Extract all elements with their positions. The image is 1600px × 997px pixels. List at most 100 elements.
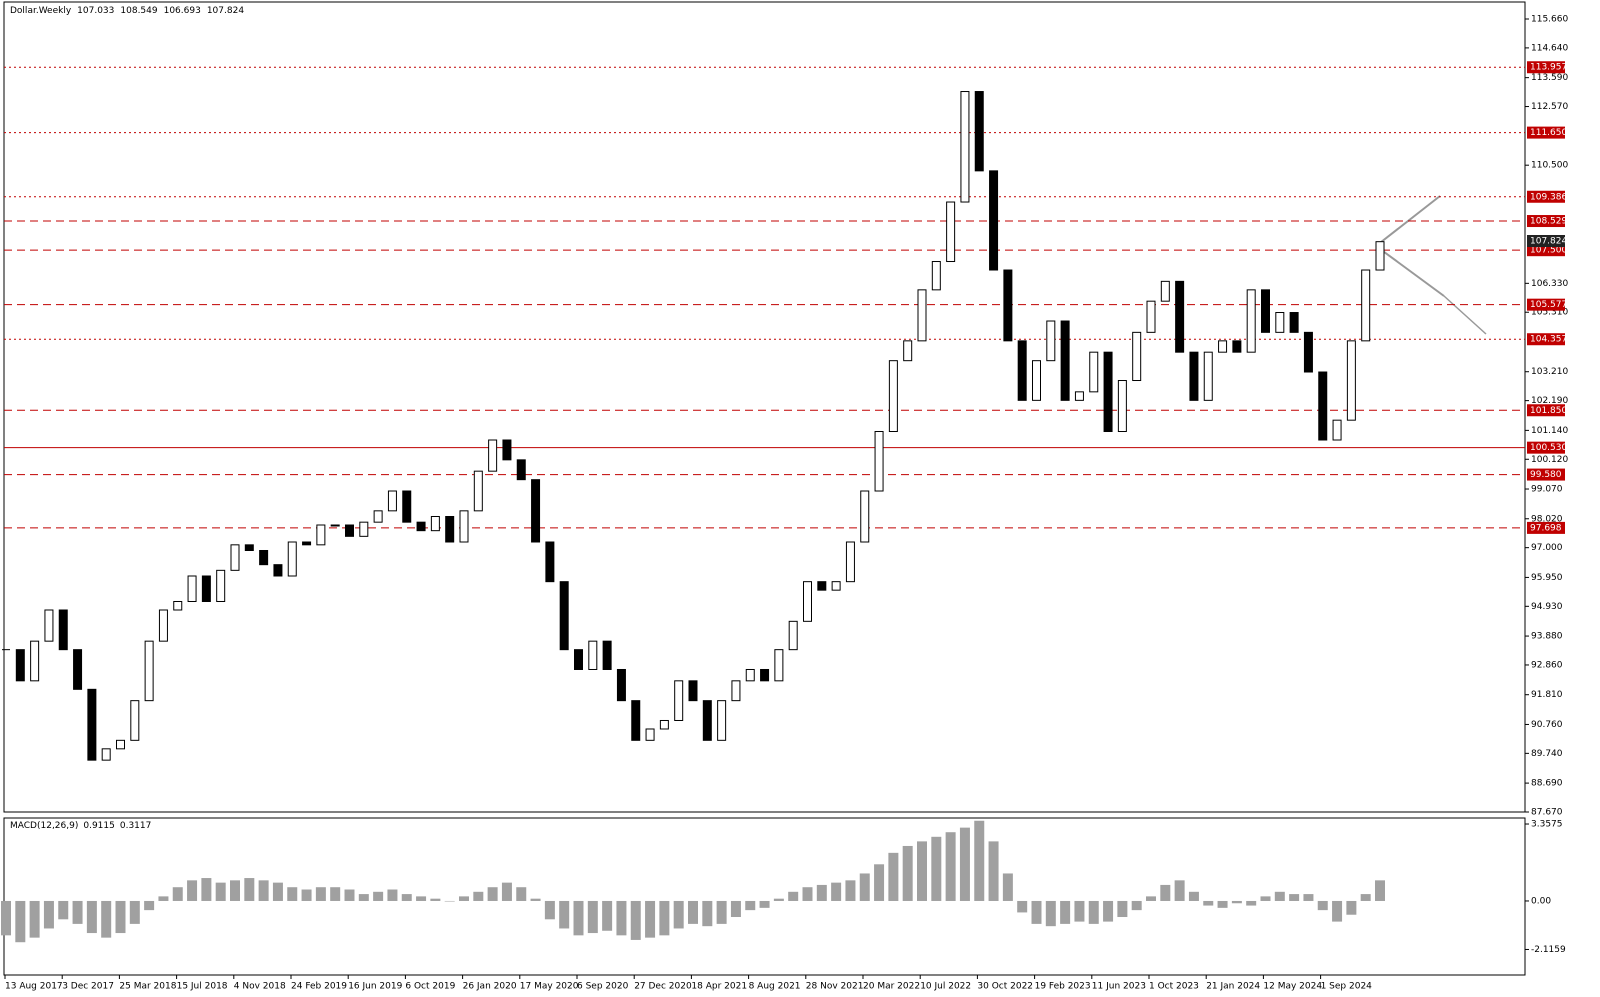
macd-bar — [230, 880, 240, 901]
candle — [531, 479, 541, 543]
y-tick-label: 98.020 — [1531, 514, 1563, 524]
y-tick-label: 100.120 — [1531, 455, 1568, 465]
y-tick-label: 92.860 — [1531, 660, 1563, 670]
x-tick-label: 24 Feb 2019 — [291, 982, 347, 992]
level-label: 97.698 — [1530, 523, 1562, 533]
candle — [1246, 289, 1256, 353]
macd-bar — [72, 900, 83, 924]
y-tick-label: 97.000 — [1531, 543, 1563, 553]
macd-bar — [201, 878, 212, 901]
macd-bar — [86, 900, 97, 934]
y-tick-label: 99.070 — [1531, 485, 1563, 495]
macd-bar — [1188, 891, 1199, 901]
macd-bar — [1002, 873, 1013, 901]
candle — [230, 544, 240, 571]
candle — [144, 640, 154, 702]
candle — [903, 340, 913, 362]
x-tick-label: 19 Feb 2023 — [1035, 982, 1091, 992]
x-tick-label: 25 Mar 2018 — [119, 982, 176, 992]
candle — [30, 640, 40, 682]
x-tick-label: 27 Dec 2020 — [634, 982, 692, 992]
candle — [1318, 371, 1328, 441]
macd-bar — [1274, 891, 1285, 901]
header-value: 107.824 — [207, 6, 244, 16]
candle — [73, 649, 83, 690]
macd-bar — [931, 836, 942, 901]
macd-bar — [1088, 900, 1099, 924]
candle — [931, 261, 941, 291]
candle — [502, 439, 512, 461]
macd-bar — [959, 827, 970, 901]
x-tick-label: 1 Sep 2024 — [1321, 982, 1373, 992]
macd-bar — [1260, 896, 1271, 901]
candle — [87, 688, 97, 761]
candle — [1261, 289, 1270, 333]
macd-bar — [802, 887, 813, 901]
candle — [259, 549, 269, 566]
x-tick-label: 11 Jun 2023 — [1092, 982, 1146, 992]
macd-bar — [544, 900, 555, 920]
macd-bar — [1146, 896, 1156, 901]
macd-bar — [430, 898, 441, 901]
candle — [774, 649, 784, 682]
candle — [1232, 340, 1242, 353]
macd-bar — [831, 882, 842, 901]
y-tick-label: 93.880 — [1531, 632, 1563, 642]
macd-bar — [416, 896, 427, 901]
last-price-label: 107.824 — [1530, 237, 1567, 247]
macd-bar — [1160, 884, 1171, 901]
macd-bar — [1375, 880, 1385, 901]
y-tick-label: 88.690 — [1531, 779, 1563, 789]
macd-bar — [1246, 900, 1257, 906]
macd-bar — [129, 900, 140, 924]
macd-bar — [244, 878, 255, 901]
macd-bar — [602, 900, 613, 931]
macd-bar — [287, 887, 298, 901]
header-value: 0.9115 — [83, 821, 115, 831]
x-tick-label: 21 Jan 2024 — [1206, 982, 1260, 992]
macd-bar — [272, 882, 283, 901]
macd-bar — [1289, 894, 1300, 901]
candle — [1003, 269, 1013, 342]
macd-bar — [759, 900, 770, 908]
x-tick-label: 10 Jul 2022 — [920, 982, 971, 992]
candle — [345, 524, 354, 537]
level-label: 109.386 — [1530, 192, 1567, 202]
candle — [1089, 351, 1099, 393]
candle — [1289, 312, 1299, 333]
title: MACD(12,26,9) — [10, 821, 78, 831]
macd-bar — [974, 820, 985, 901]
candle — [989, 170, 999, 271]
x-tick-label: 3 Dec 2017 — [62, 982, 114, 992]
macd-bar — [573, 900, 584, 936]
candle — [402, 490, 412, 523]
candle — [974, 91, 984, 172]
macd-bar — [1231, 900, 1242, 904]
candle — [717, 700, 727, 741]
candle — [1146, 300, 1156, 333]
candle — [960, 91, 970, 203]
x-tick-label: 6 Sep 2020 — [577, 982, 629, 992]
macd-bar — [1217, 900, 1228, 908]
level-tag — [1527, 468, 1565, 481]
macd-bar — [401, 894, 412, 901]
candle — [631, 700, 641, 741]
macd-bar — [716, 900, 727, 924]
macd-bar — [1203, 900, 1214, 906]
macd-bar — [387, 889, 398, 901]
level-tag — [1527, 333, 1565, 346]
candle — [287, 541, 297, 577]
candle — [1361, 269, 1371, 342]
x-tick-label: 26 Jan 2020 — [463, 982, 517, 992]
y-tick-label: 94.930 — [1531, 602, 1563, 612]
candle — [602, 640, 612, 670]
macd-bar — [501, 882, 512, 901]
candle — [788, 620, 798, 651]
x-tick-label: 30 Oct 2022 — [977, 982, 1033, 992]
macd-bar — [358, 894, 369, 901]
candle — [201, 575, 211, 602]
level-label: 108.529 — [1530, 217, 1567, 227]
macd-bar — [730, 900, 741, 918]
level-tag — [1527, 404, 1565, 417]
y-tick-label: 95.950 — [1531, 573, 1563, 583]
